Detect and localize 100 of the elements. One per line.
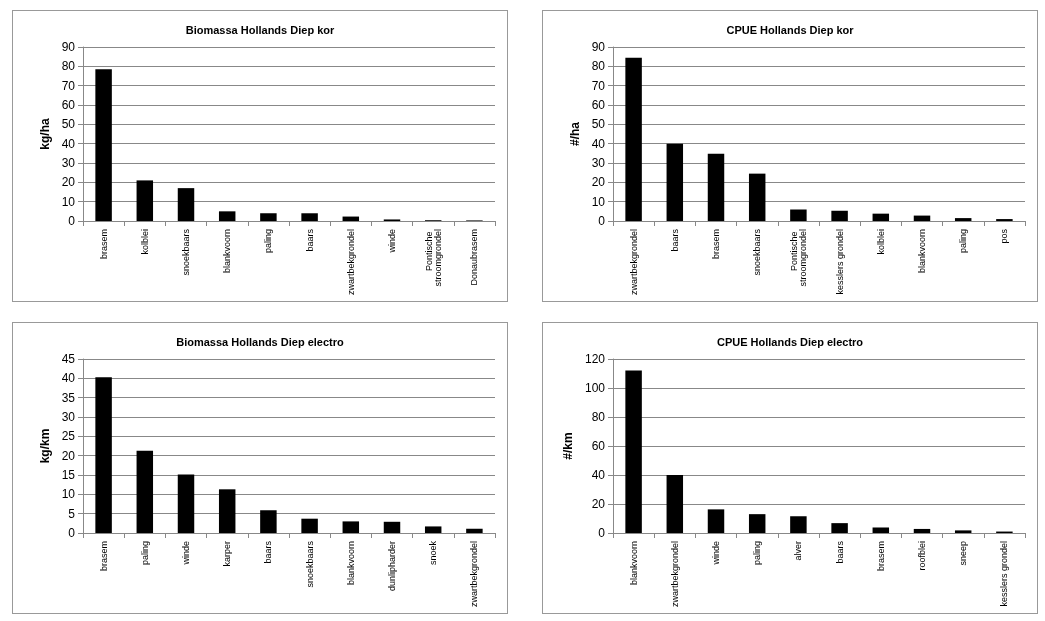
y-tick-label: 50 <box>61 117 76 132</box>
x-tick-label: Donaubrasem <box>469 229 480 286</box>
bar <box>424 526 442 533</box>
x-tick-label: kolblei <box>875 229 886 255</box>
y-tick-label: 45 <box>61 352 76 366</box>
bar <box>790 209 807 221</box>
x-tick-label: baars <box>834 540 845 564</box>
bar <box>136 450 154 533</box>
y-tick-label: 10 <box>61 487 76 502</box>
bar <box>913 215 931 221</box>
x-tick-label: paling <box>958 229 969 254</box>
y-tick-label: 100 <box>584 381 606 395</box>
y-tick-label: 60 <box>591 98 606 112</box>
x-tick-label: paling <box>139 541 150 566</box>
bar <box>95 377 112 533</box>
y-axis-title: kg/km <box>37 428 52 464</box>
x-tick-label: snoekbaars <box>304 540 315 588</box>
bar <box>95 69 112 221</box>
y-tick-label: 30 <box>61 156 76 170</box>
y-tick-label: 40 <box>591 136 606 151</box>
bar <box>466 528 483 533</box>
chart-title: Biomassa Hollands Diep electro <box>176 335 345 348</box>
x-tick-label: Pontische stroomgrondel <box>423 229 443 287</box>
x-tick-label: zwartbekgrondel <box>669 541 680 608</box>
bar <box>954 530 972 533</box>
bar <box>748 514 766 533</box>
x-tick-label: paling <box>263 229 274 254</box>
y-tick-label: 50 <box>591 117 606 132</box>
y-tick-label: 90 <box>61 40 76 54</box>
x-tick-label: snoekbaars <box>752 228 763 276</box>
x-tick-label: zwartbekgrondel <box>628 229 639 296</box>
bar <box>625 57 642 221</box>
bar <box>872 213 890 221</box>
y-tick-label: 40 <box>61 371 76 386</box>
bar <box>954 218 972 221</box>
bar <box>383 521 401 533</box>
x-tick-label: winde <box>387 229 397 254</box>
bar <box>790 516 807 533</box>
y-tick-label: 40 <box>591 468 606 482</box>
bar <box>831 210 848 221</box>
x-tick-label: blankvoorn <box>222 229 233 274</box>
x-tick-label: roofblei <box>917 541 927 571</box>
bar <box>218 489 236 533</box>
y-tick-label: 60 <box>61 98 76 112</box>
x-tick-label: winde <box>181 541 191 566</box>
y-tick-label: 35 <box>61 390 76 405</box>
x-tick-label: dunlipharder <box>387 541 397 592</box>
x-tick-label: kesslers grondel <box>999 541 1010 607</box>
y-tick-label: 70 <box>591 78 606 93</box>
bar <box>218 211 236 221</box>
y-tick-label: 0 <box>68 214 76 228</box>
y-tick-label: 80 <box>61 59 76 74</box>
x-tick-label: zwartbekgrondel <box>469 541 480 608</box>
x-tick-label: karper <box>222 541 233 567</box>
x-tick-label: snoek <box>428 540 439 566</box>
bar <box>666 475 684 533</box>
bar <box>666 143 684 221</box>
y-tick-label: 80 <box>591 59 606 74</box>
x-tick-label: kolblei <box>139 229 150 255</box>
bar <box>177 188 195 221</box>
bar <box>707 153 725 221</box>
bar <box>342 521 360 533</box>
x-tick-label: zwartbekgrondel <box>345 229 356 296</box>
y-tick-label: 60 <box>591 439 606 453</box>
y-tick-label: 80 <box>591 410 606 424</box>
x-tick-label: Pontische stroomgrondel <box>788 229 808 287</box>
x-tick-label: brasem <box>98 541 109 572</box>
bar <box>707 509 725 533</box>
chart-title: CPUE Hollands Diep kor <box>726 23 855 36</box>
x-tick-label: alver <box>793 541 804 561</box>
y-tick-label: 20 <box>61 448 76 463</box>
bar <box>260 213 277 221</box>
y-tick-label: 90 <box>591 40 606 54</box>
y-tick-label: 70 <box>61 78 76 93</box>
y-tick-label: 40 <box>61 136 76 151</box>
bar <box>301 518 318 533</box>
y-tick-label: 25 <box>61 429 76 444</box>
x-tick-label: pos <box>999 228 1010 244</box>
x-tick-label: blankvoorn <box>917 229 927 274</box>
bar <box>301 213 318 221</box>
bar <box>625 370 642 533</box>
x-tick-label: sneep <box>958 541 969 566</box>
x-tick-label: paling <box>752 541 763 566</box>
x-tick-label: snoekbaars <box>181 228 191 276</box>
x-tick-label: baars <box>669 228 680 252</box>
y-tick-label: 20 <box>591 497 606 511</box>
y-tick-label: 5 <box>68 506 76 521</box>
y-tick-label: 0 <box>598 526 606 540</box>
bar <box>177 474 195 533</box>
y-tick-label: 10 <box>591 194 606 209</box>
y-axis-title: #/km <box>561 432 576 460</box>
y-axis-title: #/ha <box>567 121 582 147</box>
x-tick-label: brasem <box>875 541 886 572</box>
chart-title: CPUE Hollands Diep electro <box>716 335 864 348</box>
bar <box>872 527 890 533</box>
bar <box>748 173 766 221</box>
y-axis-title: kg/ha <box>37 118 52 150</box>
x-tick-label: brasem <box>711 229 721 260</box>
x-tick-label: kesslers grondel <box>834 229 845 295</box>
bar <box>913 528 931 533</box>
